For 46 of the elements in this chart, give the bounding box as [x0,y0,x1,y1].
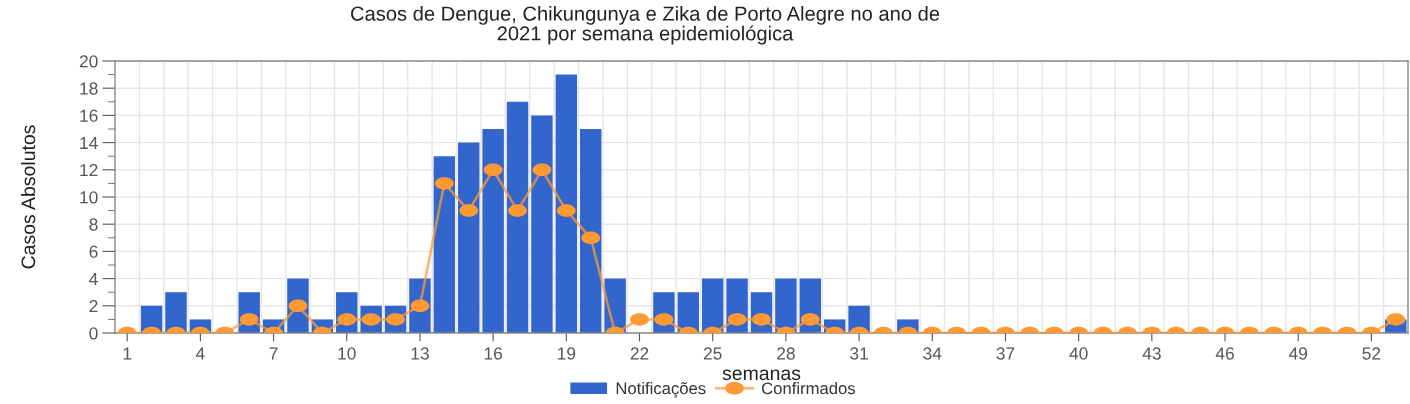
x-tick-label: 49 [1288,347,1308,360]
x-tick-label: 34 [923,347,942,360]
x-tick-label: 25 [703,347,722,360]
bar [579,129,602,333]
y-tick-label: 10 [80,191,98,204]
y-axis-title: Casos Absolutos [20,125,36,269]
y-tick-label: 6 [89,245,98,258]
y-tick-label: 4 [89,272,98,285]
x-tick-label: 4 [195,347,205,360]
x-tick-label: 31 [850,347,868,360]
y-tick-label: 0 [89,327,98,340]
point [581,231,601,245]
bar [555,74,578,333]
x-tick-label: 28 [777,347,795,360]
x-tick-label: 19 [558,347,576,360]
x-tick-label: 13 [411,347,429,360]
chart-title: Casos de Dengue, Chikungunya e Zika de Porto Alegre no ano de 2021 por semana epidemiológica [351,6,940,45]
y-tick-label: 2 [89,299,98,313]
point [532,163,552,177]
y-tick-label: 8 [89,218,98,231]
x-tick-label: 1 [123,347,132,360]
legend-label: Confirmados [762,382,856,395]
x-tick-label: 22 [630,347,649,360]
point [483,163,503,177]
x-tick-label: 37 [996,347,1015,360]
y-tick-label: 20 [79,55,98,68]
x-tick-label: 43 [1142,347,1161,360]
x-tick-label: 52 [1362,347,1381,360]
bar [775,278,797,333]
bar [482,129,504,333]
x-axis-title: semanas [722,369,801,381]
bar [531,115,553,333]
y-tick-label: 12 [80,163,98,177]
x-tick-label: 7 [269,347,278,360]
y-tick-label: 18 [80,82,98,95]
x-tick-label: 10 [338,347,356,360]
bar [701,278,724,333]
bar [506,101,529,333]
legend-label: Notificações [616,382,706,398]
bar [433,156,456,333]
x-tick-label: 40 [1069,347,1088,360]
x-tick-label: 16 [484,347,503,360]
y-tick-label: 16 [80,109,98,122]
bar [458,142,480,333]
x-tick-label: 46 [1215,347,1234,360]
y-tick-label: 14 [80,136,98,149]
